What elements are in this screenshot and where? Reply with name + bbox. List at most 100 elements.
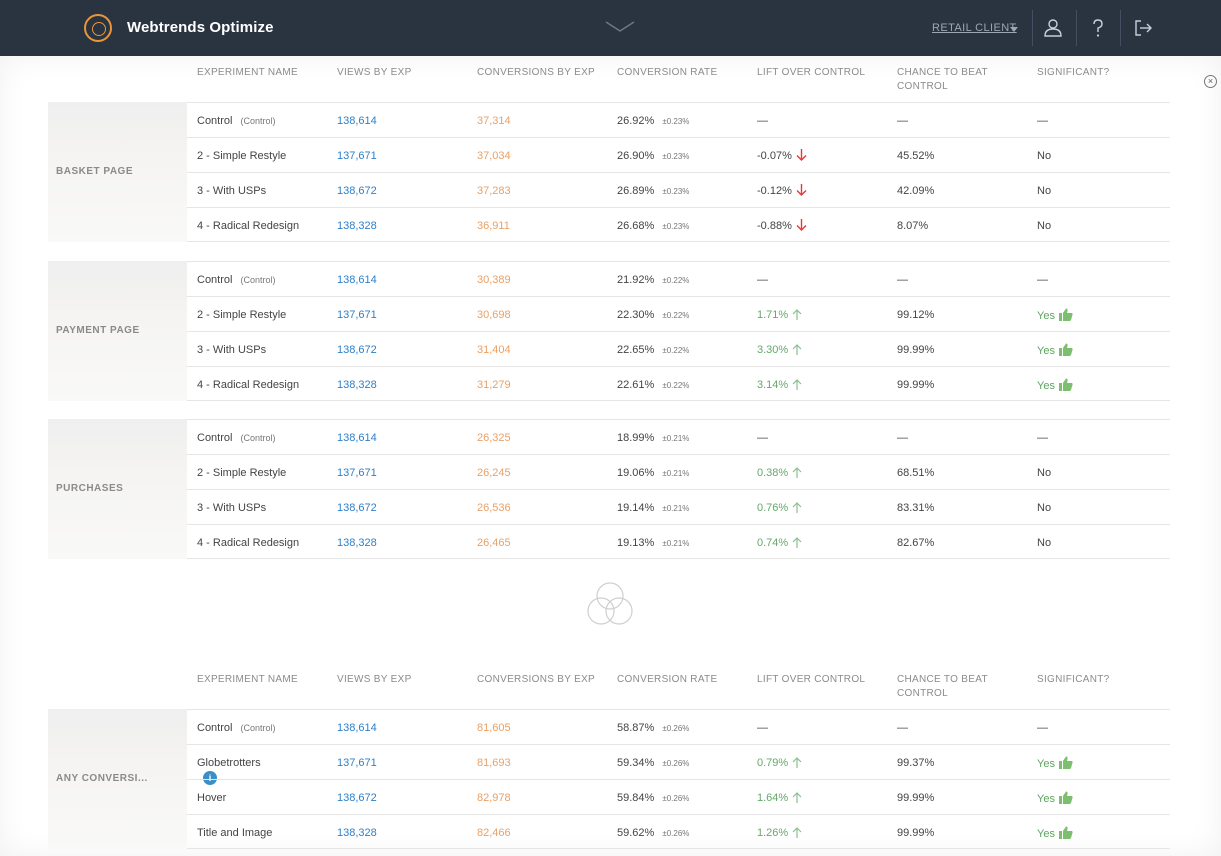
conversions-value: 36,911 [477,220,510,232]
app-title[interactable]: Webtrends Optimize [127,19,274,36]
rate-margin: ±0.22% [662,381,690,390]
conversion-rate: 19.13% ±0.21% [617,536,689,551]
lift-text: — [757,274,768,286]
arrow-up-icon [792,344,802,355]
thumbs-up-icon [1058,826,1073,839]
table-row[interactable]: 4 - Radical Redesign 138,328 31,279 22.61% ±… [187,366,1170,401]
views-value: 138,672 [337,344,377,356]
chance-to-beat-value: 99.99% [897,827,935,839]
rate-margin: ±0.26% [662,829,690,838]
lift-value: — [757,431,768,445]
chance-to-beat-value: 82.67% [897,537,935,549]
table-row[interactable]: Globetrotters 137,671 81,693 59.34% ±0.26% 0.… [187,744,1170,779]
experiment-name-text: 3 - With USPs [197,344,267,356]
chevron-down-icon[interactable] [604,18,636,38]
views-value: 138,614 [337,432,377,444]
col-header-chance-line2: CONTROL [897,81,948,92]
views-value: 137,671 [337,467,377,479]
views-value: 138,672 [337,502,377,514]
table-row[interactable]: Control (Control) 138,614 26,325 18.99% ±0.21… [187,419,1170,454]
table-row[interactable]: Control (Control) 138,614 30,389 21.92% ±0.22… [187,261,1170,296]
significant-value: — [1037,273,1048,287]
conversion-rate: 22.65% ±0.22% [617,343,689,358]
info-icon[interactable]: i [203,771,217,785]
table-row[interactable]: 3 - With USPs 138,672 26,536 19.14% ±0.21% 0.… [187,489,1170,524]
rate-value: 26.92% [617,115,655,127]
experiment-name: 4 - Radical Redesign [197,219,299,233]
lift-text: 0.79% [757,757,789,769]
lift-text: 3.14% [757,379,789,391]
lift-text: -0.88% [757,220,792,232]
significant-value: — [1037,431,1048,445]
rate-margin: ±0.26% [662,724,690,733]
lift-text: 0.74% [757,537,789,549]
conversion-rate: 59.84% ±0.26% [617,791,689,806]
col-header-views: VIEWS BY EXP [337,67,412,78]
logout-icon[interactable] [1133,18,1153,38]
lift-value: — [757,114,768,128]
help-icon[interactable] [1088,18,1108,38]
significant-text: Yes [1037,828,1055,840]
group-label-text: ANY CONVERSI... [56,773,148,784]
table-row[interactable]: 3 - With USPs 138,672 31,404 22.65% ±0.22% 3.… [187,331,1170,366]
logo-icon[interactable] [84,14,112,42]
caret-down-icon[interactable] [1010,27,1018,32]
conversions-value: 31,279 [477,379,511,391]
significant-text: — [1037,722,1048,734]
chance-to-beat-value: — [897,274,908,286]
table-row[interactable]: Control (Control) 138,614 37,314 26.92% ±0.23… [187,102,1170,137]
experiment-name: Globetrotters [197,756,261,770]
experiment-name: 2 - Simple Restyle [197,308,286,322]
col-header-experiment: EXPERIMENT NAME [197,67,298,78]
col-header-significant: SIGNIFICANT? [1037,674,1110,685]
views-value: 138,672 [337,792,377,804]
table-row[interactable]: 2 - Simple Restyle 137,671 30,698 22.30% ±0.… [187,296,1170,331]
experiment-name-text: Control [197,274,233,286]
client-selector[interactable]: RETAIL CLIENT [932,22,1017,34]
views-value: 138,672 [337,185,377,197]
table-row[interactable]: 4 - Radical Redesign 138,328 36,911 26.68% ±… [187,207,1170,242]
rate-margin: ±0.23% [662,222,690,231]
experiment-name-text: 3 - With USPs [197,502,267,514]
table-row[interactable]: 2 - Simple Restyle 137,671 26,245 19.06% ±0.… [187,454,1170,489]
experiment-name-text: 2 - Simple Restyle [197,150,287,162]
col-header-experiment: EXPERIMENT NAME [197,674,298,685]
views-value: 138,328 [337,379,377,391]
conversions-value: 37,314 [477,115,511,127]
significant-value: — [1037,114,1048,128]
experiment-name-text: Control [197,432,233,444]
lift-text: — [757,722,768,734]
user-icon[interactable] [1043,18,1063,38]
experiment-name: Control (Control) [197,721,275,735]
table-row[interactable]: Control (Control) 138,614 81,605 58.87% ±0.26… [187,709,1170,744]
conversion-rate: 26.92% ±0.23% [617,114,689,129]
close-icon[interactable]: × [1204,75,1217,88]
table-row[interactable]: 3 - With USPs 138,672 37,283 26.89% ±0.23% -0… [187,172,1170,207]
experiment-name-text: 3 - With USPs [197,185,267,197]
table-row[interactable]: Hover 138,672 82,978 59.84% ±0.26% 1.64% 99.99… [187,779,1170,814]
rate-margin: ±0.26% [662,794,690,803]
rate-value: 22.65% [617,344,655,356]
rate-value: 19.06% [617,467,655,479]
significant-value: No [1037,184,1051,198]
conversion-rate: 26.89% ±0.23% [617,184,689,199]
significant-text: Yes [1037,345,1055,357]
experiment-name-text: Control [197,722,233,734]
col-header-significant: SIGNIFICANT? [1037,67,1110,78]
experiment-name: Hover [197,791,226,805]
conversions-value: 31,404 [477,344,511,356]
lift-text: — [757,432,768,444]
rate-value: 26.90% [617,150,655,162]
table-row[interactable]: Title and Image 138,328 82,466 59.62% ±0.26%… [187,814,1170,849]
group-label-text: PURCHASES [56,483,124,494]
rate-margin: ±0.21% [662,504,690,513]
table-row[interactable]: 2 - Simple Restyle 137,671 37,034 26.90% ±0.… [187,137,1170,172]
views-value: 138,328 [337,827,377,839]
significant-text: — [1037,432,1048,444]
lift-text: 0.38% [757,467,789,479]
significant-text: No [1037,502,1052,514]
group-label-text: PAYMENT PAGE [56,325,140,336]
lift-value: -0.12% [757,184,807,198]
table-row[interactable]: 4 - Radical Redesign 138,328 26,465 19.13% ±… [187,524,1170,559]
lift-text: 1.71% [757,309,789,321]
